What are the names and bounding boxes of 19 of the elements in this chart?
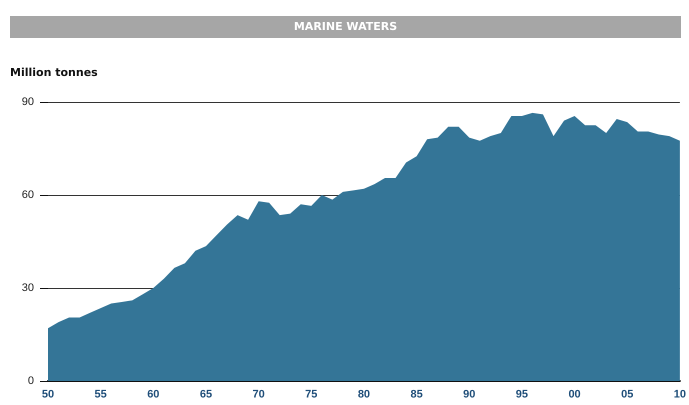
x-tick-label: 00 [568, 388, 581, 400]
x-tick-label: 80 [358, 388, 370, 400]
x-tick-label: 50 [42, 388, 54, 400]
y-tick-label: 90 [22, 96, 34, 108]
x-tick-label: 85 [410, 388, 423, 400]
x-tick-label: 65 [200, 388, 212, 400]
x-tick-label: 05 [621, 388, 634, 400]
y-tick-label: 30 [22, 282, 34, 294]
y-axis-title: Million tonnes [10, 66, 98, 79]
x-tick-label: 90 [463, 388, 476, 400]
x-tick-label: 70 [252, 388, 265, 400]
y-tick-label: 0 [28, 375, 34, 387]
x-tick-label: 60 [147, 388, 160, 400]
x-tick-label: 55 [94, 388, 107, 400]
x-tick-label: 95 [516, 388, 528, 400]
x-tick-label: 10 [674, 388, 686, 400]
x-tick-label: 75 [305, 388, 318, 400]
y-tick-label: 60 [22, 189, 34, 201]
chart-title: MARINE WATERS [10, 16, 681, 38]
